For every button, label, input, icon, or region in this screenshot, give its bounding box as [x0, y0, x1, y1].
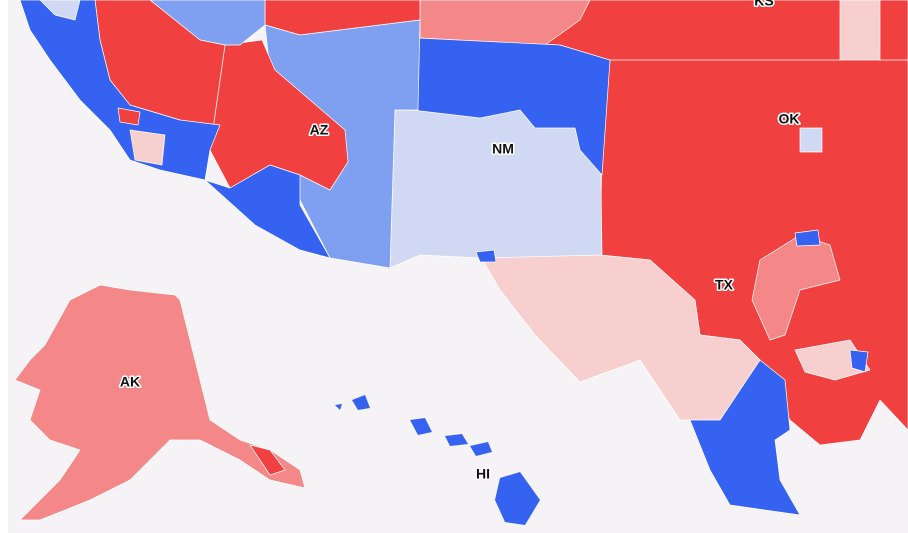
region-light-blue — [389, 109, 603, 269]
region-blue — [475, 249, 497, 263]
region-red — [117, 107, 141, 126]
state-label: HI — [476, 466, 490, 482]
region-light-pink — [839, 0, 881, 66]
island — [410, 418, 432, 435]
region-light-pink — [129, 129, 166, 166]
island — [495, 472, 540, 525]
region-blue — [19, 0, 221, 181]
island — [470, 442, 492, 456]
region-red — [209, 39, 349, 191]
region-light-blue — [799, 127, 823, 153]
state-label: NM — [492, 141, 514, 157]
state-label: KS — [754, 0, 773, 9]
region-blue — [411, 37, 611, 176]
state-label: OK — [779, 111, 800, 127]
region-pink — [14, 284, 306, 521]
island — [335, 404, 342, 410]
state-label: AZ — [310, 122, 329, 138]
state-label: TX — [715, 277, 734, 293]
region-light-blue — [39, 0, 81, 21]
region-blue — [689, 359, 801, 516]
island — [445, 434, 468, 446]
island — [352, 395, 370, 410]
state-label: AK — [120, 374, 140, 390]
region-red — [249, 444, 286, 476]
region-blue — [204, 164, 331, 259]
region-blue — [794, 229, 821, 247]
region-blue — [849, 349, 869, 373]
